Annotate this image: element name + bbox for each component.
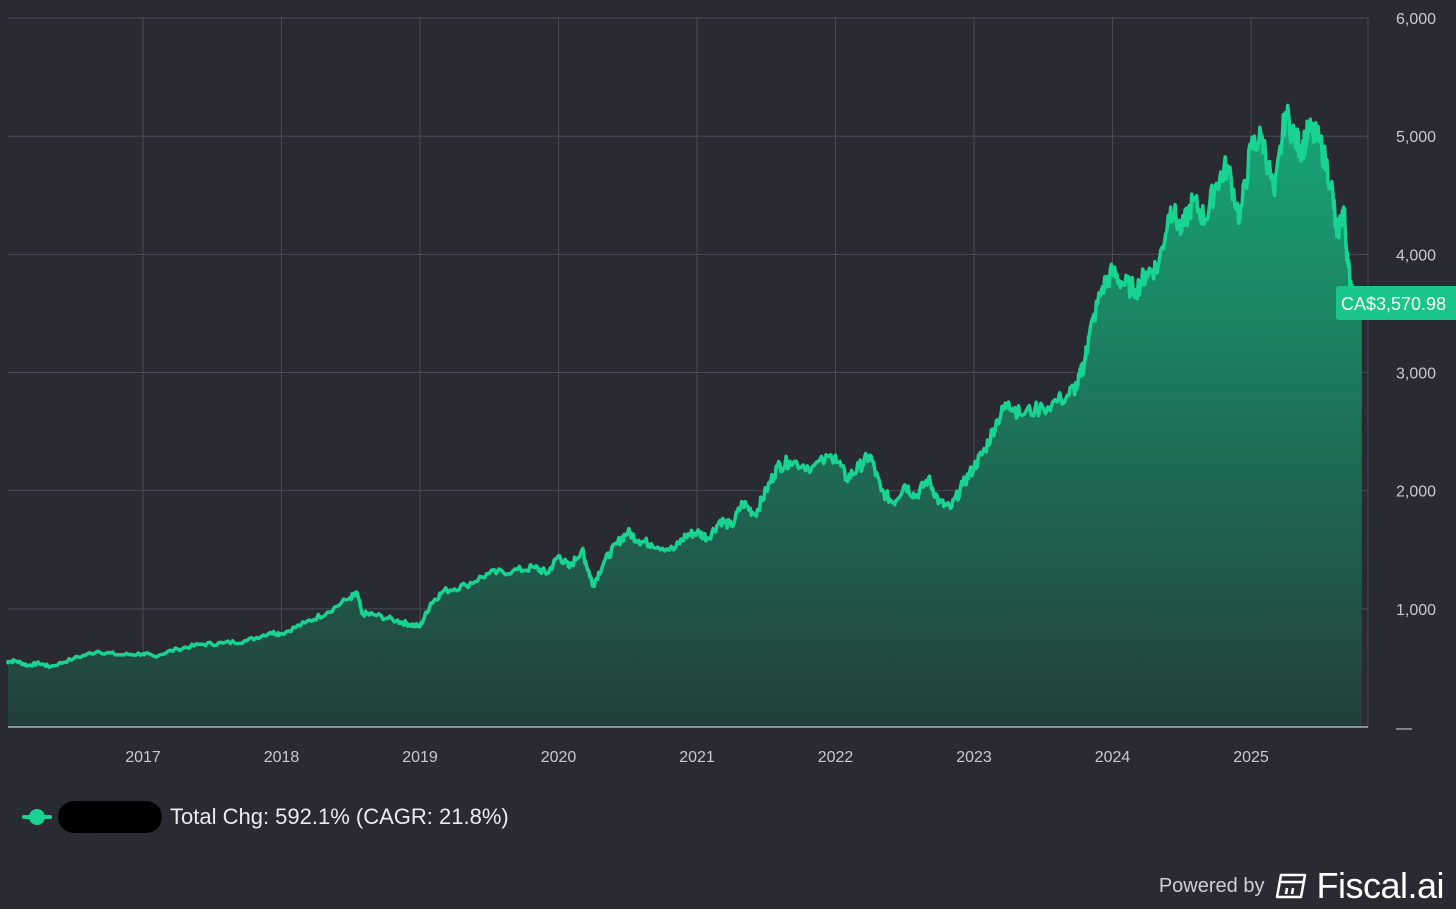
legend[interactable]: Total Chg: 592.1% (CAGR: 21.8%): [22, 800, 509, 834]
x-tick-label: 2024: [1095, 749, 1131, 766]
y-tick-label: 1,000: [1396, 602, 1436, 619]
x-tick-label: 2017: [125, 749, 161, 766]
series-area: [8, 105, 1362, 727]
redacted-series-name: [58, 801, 162, 833]
y-tick-label: 5,000: [1396, 129, 1436, 146]
y-tick-label: —: [1396, 720, 1412, 737]
series-line: [6, 103, 1364, 669]
brand-name: Fiscal.ai: [1316, 865, 1444, 906]
fiscal-logo-icon: [1276, 873, 1307, 899]
x-tick-label: 2018: [264, 749, 300, 766]
y-tick-label: 3,000: [1396, 366, 1436, 383]
x-tick-labels: 2017 2018 2019 2020 2021 2022 2023 2024 2025: [125, 749, 1269, 766]
x-tick-label: 2019: [402, 749, 438, 766]
x-tick-label: 2025: [1233, 749, 1269, 766]
x-tick-label: 2023: [956, 749, 992, 766]
legend-text: Total Chg: 592.1% (CAGR: 21.8%): [170, 804, 509, 829]
y-tick-label: 4,000: [1396, 247, 1436, 264]
powered-by-label: Powered by: [1158, 874, 1265, 897]
chart: 2017 2018 2019 2020 2021 2022 2023 2024 2025 — 1,…: [6, 11, 1456, 766]
price-badge: CA$3,570.98: [1336, 286, 1456, 321]
x-tick-label: 2020: [541, 749, 577, 766]
price-badge-text: CA$3,570.98: [1341, 294, 1446, 314]
branding[interactable]: Powered by Fiscal.ai: [1158, 864, 1445, 908]
x-tick-label: 2022: [818, 749, 854, 766]
x-tick-label: 2021: [679, 749, 715, 766]
y-tick-labels: — 1,000 2,000 3,000 4,000 5,000 6,000: [1396, 11, 1436, 737]
price-badge-bg: [1336, 286, 1456, 321]
y-tick-label: 2,000: [1396, 484, 1436, 501]
y-tick-label: 6,000: [1396, 11, 1436, 28]
line-dot-icon: [22, 807, 52, 827]
